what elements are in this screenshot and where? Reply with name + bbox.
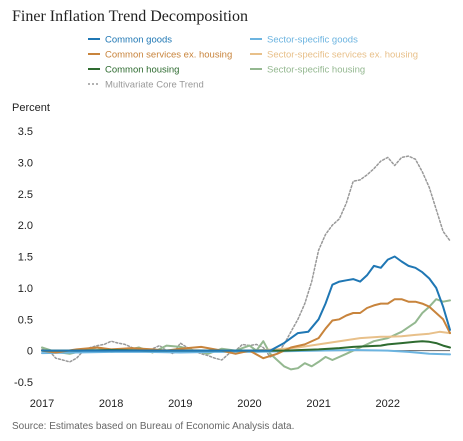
series-line-common-goods <box>41 255 451 352</box>
legend: Common goods Common services ex. housing C… <box>88 35 418 91</box>
legend-label: Common services ex. housing <box>105 50 232 61</box>
y-tick-label: -0.5 <box>14 377 33 389</box>
y-tick-label: 1.0 <box>18 283 33 295</box>
x-tick-label: 2020 <box>237 398 261 410</box>
y-tick-label: 0 <box>27 346 33 358</box>
y-tick-label: 3.0 <box>18 157 33 169</box>
y-tick-label: 3.5 <box>18 126 33 138</box>
x-axis: 2017 2018 2019 2020 2021 2022 <box>30 398 400 410</box>
x-tick-label: 2022 <box>376 398 400 410</box>
legend-label: Sector-specific goods <box>267 35 358 46</box>
x-tick-label: 2019 <box>168 398 192 410</box>
y-tick-label: 2.5 <box>18 189 33 201</box>
y-tick-label: 1.5 <box>18 252 33 264</box>
x-tick-label: 2018 <box>99 398 123 410</box>
series-line-common-services-ex-housing <box>41 298 451 360</box>
legend-label: Common housing <box>105 65 179 76</box>
x-tick-label: 2017 <box>30 398 54 410</box>
series-lines <box>41 155 451 371</box>
chart-title: Finer Inflation Trend Decomposition <box>12 8 248 25</box>
legend-label: Multivariate Core Trend <box>105 80 204 91</box>
series-line-multivariate-core-trend <box>41 155 451 363</box>
legend-label: Sector-specific services ex. housing <box>267 50 418 61</box>
y-tick-label: 2.0 <box>18 220 33 232</box>
legend-label: Sector-specific housing <box>267 65 365 76</box>
source-note: Source: Estimates based on Bureau of Eco… <box>12 421 295 432</box>
y-tick-label: 0.5 <box>18 314 33 326</box>
x-tick-label: 2021 <box>306 398 330 410</box>
series-line-sector-specific-housing <box>41 298 451 371</box>
legend-label: Common goods <box>105 35 172 46</box>
y-axis-unit-label: Percent <box>12 102 50 114</box>
